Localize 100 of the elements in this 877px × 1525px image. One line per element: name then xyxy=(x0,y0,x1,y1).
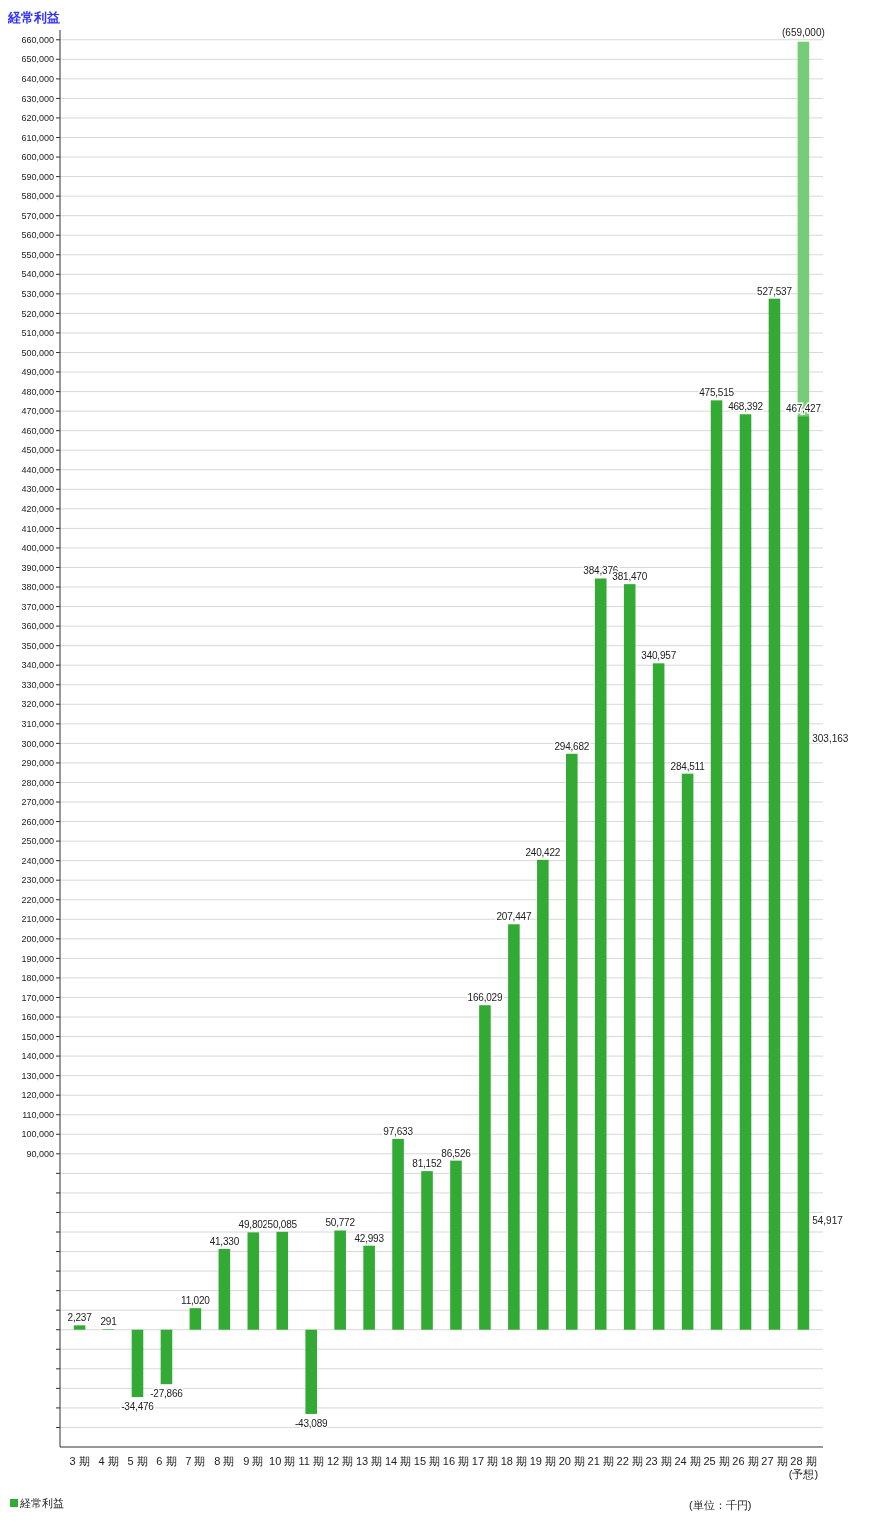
y-tick-label: 530,000 xyxy=(21,289,54,300)
y-tick-label: 540,000 xyxy=(21,269,54,280)
y-tick-label: 150,000 xyxy=(21,1031,54,1042)
total-label: (659,000) xyxy=(782,26,825,38)
text: (単位：千円) xyxy=(689,1499,752,1511)
data-label: -34,476 xyxy=(121,1401,155,1413)
x-tick-label: 15 期 xyxy=(413,1455,441,1467)
bar xyxy=(594,578,607,1330)
bar xyxy=(450,1160,462,1330)
y-tick-label: 200,000 xyxy=(21,933,54,944)
y-tick-label: 370,000 xyxy=(21,601,54,612)
y-tick-label: 580,000 xyxy=(21,191,54,202)
y-tick-label: 610,000 xyxy=(21,132,54,143)
y-tick-label: 230,000 xyxy=(21,875,54,886)
data-label: 294,682 xyxy=(554,740,590,752)
y-tick-label: 460,000 xyxy=(21,425,54,436)
data-label: 475,515 xyxy=(699,387,735,399)
y-tick-label: 550,000 xyxy=(21,249,54,260)
y-tick-label: 300,000 xyxy=(21,738,54,749)
x-tick-label: 16 期 xyxy=(442,1455,470,1467)
x-tick-label: 28 期 (予想) xyxy=(788,1455,819,1480)
bar xyxy=(392,1138,404,1330)
data-label: 50,085 xyxy=(267,1218,298,1230)
y-tick-label: 480,000 xyxy=(21,386,54,397)
x-tick-label: 13 期 xyxy=(355,1455,383,1467)
data-label: 97,633 xyxy=(383,1125,414,1137)
bar xyxy=(189,1308,202,1330)
y-tick-label: 450,000 xyxy=(21,445,54,456)
x-tick-label: 5 期 xyxy=(127,1455,148,1467)
y-tick-label: 440,000 xyxy=(21,464,54,475)
bar xyxy=(247,1232,260,1330)
data-label: 11,020 xyxy=(181,1295,211,1307)
data-label: 527,537 xyxy=(757,285,793,297)
y-tick-label: 510,000 xyxy=(21,328,54,339)
data-label: 2,237 xyxy=(67,1312,93,1324)
bar xyxy=(681,773,694,1330)
bar xyxy=(566,753,578,1330)
x-tick-label: 17 期 xyxy=(471,1455,499,1467)
y-tick-label: 430,000 xyxy=(21,484,54,495)
x-tick-label: 18 期 xyxy=(500,1455,528,1467)
data-label: 41,330 xyxy=(209,1235,240,1247)
annotation: 54,917 xyxy=(812,1214,844,1226)
x-tick-label: 6 期 xyxy=(156,1455,177,1467)
bar xyxy=(334,1230,346,1330)
x-tick-label: 3 期 xyxy=(69,1455,90,1467)
x-tick-label: 27 期 xyxy=(761,1455,788,1467)
bar xyxy=(652,663,665,1330)
bar xyxy=(218,1248,231,1330)
x-tick-label: 9 期 xyxy=(243,1455,264,1467)
bar xyxy=(623,584,636,1330)
data-label: 207,447 xyxy=(496,911,532,923)
y-tick-label: 400,000 xyxy=(21,543,54,554)
bar xyxy=(797,416,810,1330)
y-tick-label: 330,000 xyxy=(21,679,54,690)
data-label: 86,526 xyxy=(441,1147,472,1159)
bar xyxy=(768,298,781,1330)
legend-label: 経常利益 xyxy=(19,1497,64,1509)
x-tick-label: 24 期 xyxy=(674,1455,701,1467)
bar xyxy=(276,1231,289,1330)
y-tick-label: 100,000 xyxy=(21,1129,54,1140)
data-label: 166,029 xyxy=(467,992,503,1004)
bar xyxy=(508,924,520,1330)
y-tick-label: 190,000 xyxy=(21,953,54,964)
y-tick-label: 110,000 xyxy=(22,1109,54,1120)
y-tick-label: 320,000 xyxy=(21,699,54,710)
data-label: -43,089 xyxy=(294,1417,329,1429)
y-tick-label: 590,000 xyxy=(21,171,54,182)
y-tick-label: 270,000 xyxy=(21,797,54,808)
data-label: 284,511 xyxy=(670,760,706,772)
y-tick-label: 660,000 xyxy=(21,34,54,45)
y-tick-label: 250,000 xyxy=(21,836,54,847)
bar xyxy=(160,1329,173,1385)
bar xyxy=(537,859,549,1330)
chart-title: 経常利益 xyxy=(7,10,60,25)
y-tick-label: 630,000 xyxy=(21,93,54,104)
y-tick-label: 490,000 xyxy=(21,367,54,378)
data-label: 50,772 xyxy=(325,1217,356,1229)
y-tick-label: 160,000 xyxy=(21,1012,54,1023)
data-label: 81,152 xyxy=(412,1158,443,1170)
y-tick-label: 570,000 xyxy=(21,210,54,221)
x-tick-label: 12 期 xyxy=(327,1455,354,1467)
y-tick-label: 620,000 xyxy=(21,113,54,124)
y-tick-label: 500,000 xyxy=(21,347,54,358)
x-tick-label: 26 期 xyxy=(732,1455,759,1467)
x-tick-label: 19 期 xyxy=(529,1455,556,1467)
x-tick-label: 11 期 xyxy=(298,1455,324,1467)
y-tick-label: 90,000 xyxy=(26,1148,54,1159)
y-tick-label: 280,000 xyxy=(21,777,54,788)
bar xyxy=(479,1005,491,1330)
x-tick-label: 10 期 xyxy=(269,1455,296,1467)
bar xyxy=(73,1325,86,1330)
y-tick-label: 640,000 xyxy=(21,74,54,85)
y-tick-label: 380,000 xyxy=(21,582,54,593)
data-label: -27,866 xyxy=(150,1388,184,1400)
y-tick-label: 240,000 xyxy=(21,855,54,866)
data-label: 468,392 xyxy=(728,401,764,413)
x-tick-label: 21 期 xyxy=(587,1455,614,1467)
bar xyxy=(710,400,723,1330)
bar xyxy=(363,1245,375,1330)
y-tick-label: 650,000 xyxy=(21,54,54,65)
